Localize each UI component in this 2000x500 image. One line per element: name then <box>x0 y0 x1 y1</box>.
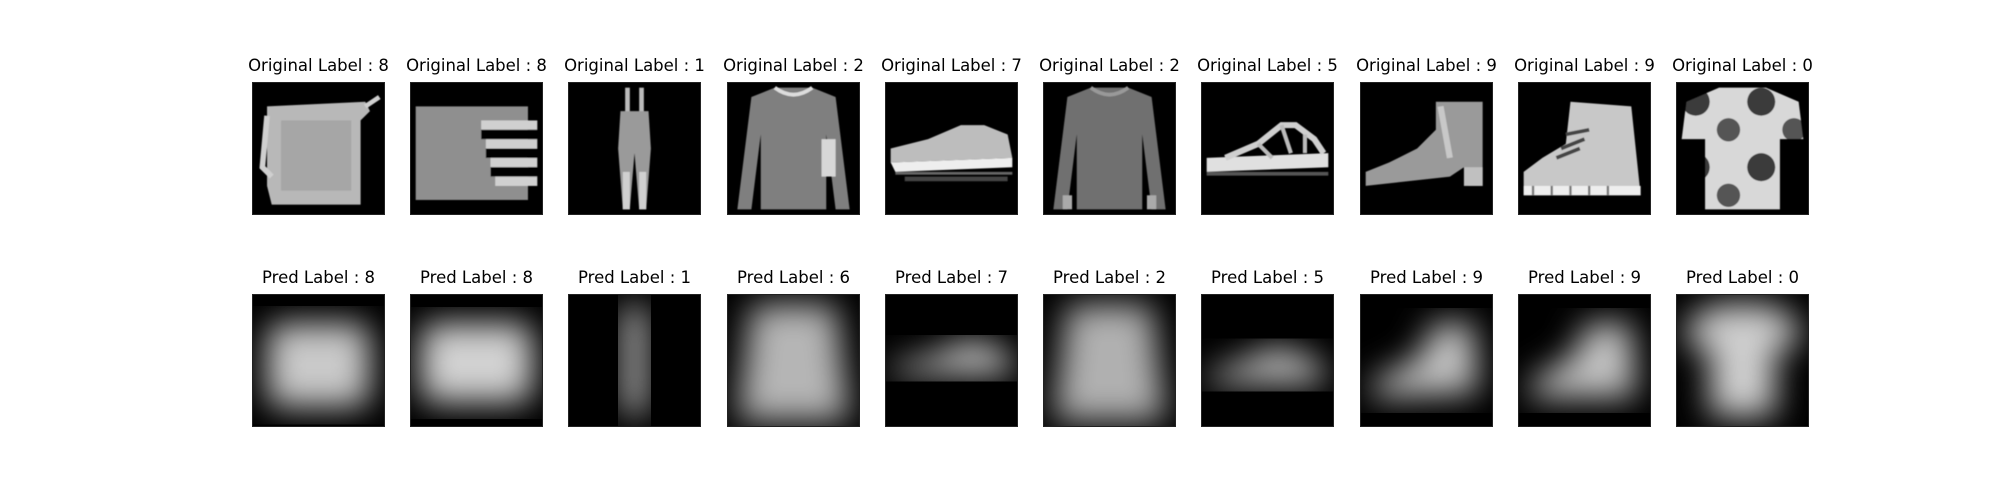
original-title-9: Original Label : 9 <box>1514 56 1655 75</box>
pred-title-6: Pred Label : 2 <box>1052 268 1166 287</box>
sandal-recon-image <box>1201 294 1334 427</box>
pred-title-3: Pred Label : 1 <box>577 268 691 287</box>
pred-title-1: Pred Label : 8 <box>261 268 375 287</box>
original-title-10: Original Label : 0 <box>1672 56 1813 75</box>
pred-title-10: Pred Label : 0 <box>1685 268 1799 287</box>
original-title-6: Original Label : 2 <box>1039 56 1180 75</box>
boot-recon-image <box>1518 294 1651 427</box>
pullover-recon-image <box>1043 294 1176 427</box>
pullover-image <box>1043 82 1176 215</box>
ankle-boot-laced-image <box>1518 82 1651 215</box>
bag-image <box>252 82 385 215</box>
ankle-boot-image <box>1360 82 1493 215</box>
original-row: Original Label : 8 Original Label : 8 <box>0 56 2000 256</box>
sandal-image <box>1201 82 1334 215</box>
original-title-4: Original Label : 2 <box>723 56 864 75</box>
pred-title-2: Pred Label : 8 <box>419 268 533 287</box>
tshirt-recon-image <box>1676 294 1809 427</box>
original-title-5: Original Label : 7 <box>881 56 1022 75</box>
pred-title-5: Pred Label : 7 <box>894 268 1008 287</box>
bag-recon-image <box>410 294 543 427</box>
pred-title-4: Pred Label : 6 <box>736 268 850 287</box>
boot-recon-image <box>1360 294 1493 427</box>
bag-recon-image <box>252 294 385 427</box>
pred-title-8: Pred Label : 9 <box>1369 268 1483 287</box>
tshirt-image <box>1676 82 1809 215</box>
sneaker-image <box>885 82 1018 215</box>
trouser-recon-image <box>568 294 701 427</box>
pred-title-7: Pred Label : 5 <box>1210 268 1324 287</box>
original-title-3: Original Label : 1 <box>564 56 705 75</box>
original-title-8: Original Label : 9 <box>1356 56 1497 75</box>
sneaker-recon-image <box>885 294 1018 427</box>
bag-striped-image <box>410 82 543 215</box>
prediction-row: Pred Label : 8 Pred Label : 8 Pred Label… <box>0 268 2000 468</box>
original-title-7: Original Label : 5 <box>1197 56 1338 75</box>
pullover-image <box>727 82 860 215</box>
original-title-2: Original Label : 8 <box>406 56 547 75</box>
shirt-recon-image <box>727 294 860 427</box>
trouser-image <box>568 82 701 215</box>
original-title-1: Original Label : 8 <box>248 56 389 75</box>
pred-title-9: Pred Label : 9 <box>1527 268 1641 287</box>
